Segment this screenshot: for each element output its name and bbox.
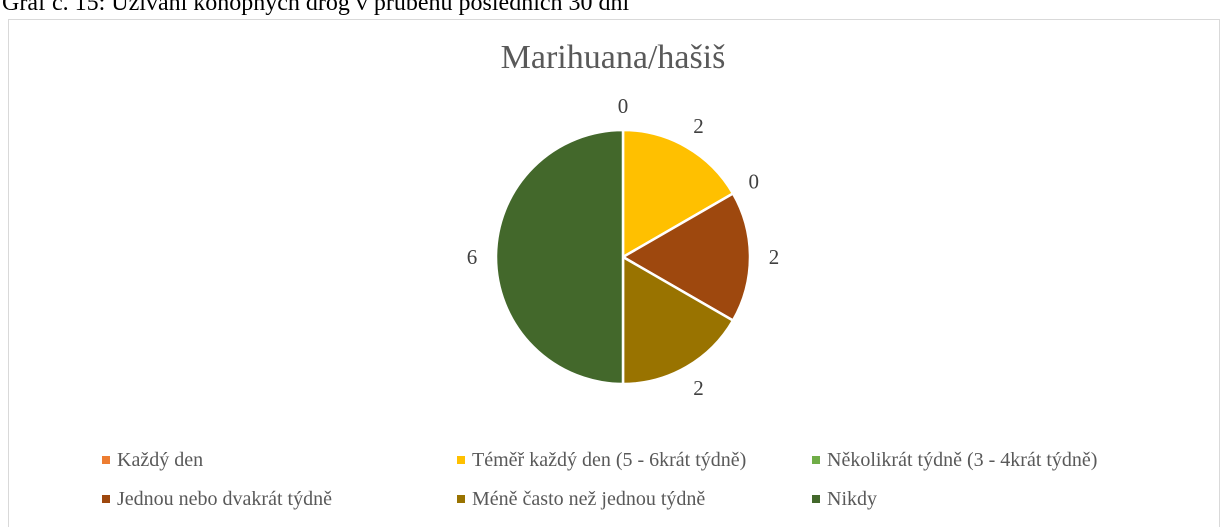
legend-swatch-1 (457, 456, 465, 464)
legend-label-1: Téměř každý den (5 - 6krát týdně) (472, 449, 747, 471)
legend-item-1: Téměř každý den (5 - 6krát týdně) (457, 448, 746, 472)
legend-swatch-2 (812, 456, 820, 464)
document-caption: Graf č. 15: Užívání konopných drog v prů… (2, 0, 630, 16)
legend-item-3: Jednou nebo dvakrát týdně (102, 487, 332, 511)
legend-label-0: Každý den (117, 449, 204, 471)
pie-slice-1 (621, 128, 735, 259)
legend-label-3: Jednou nebo dvakrát týdně (117, 488, 332, 510)
chart-title: Marihuana/hašiš (500, 39, 726, 76)
legend-swatch-5 (812, 495, 820, 503)
slice-value-label-1: 2 (693, 114, 704, 138)
legend-item-5: Nikdy (812, 487, 877, 511)
legend-label-4: Méně často než jednou týdně (472, 488, 706, 510)
legend-swatch-4 (457, 495, 465, 503)
slice-value-label-2: 0 (749, 170, 760, 194)
pie-slice-3 (621, 192, 752, 322)
slice-value-label-0: 0 (618, 94, 629, 118)
legend-item-2: Několikrát týdně (3 - 4krát týdně) (812, 448, 1097, 472)
legend-item-4: Méně často než jednou týdně (457, 487, 705, 511)
legend-swatch-0 (102, 456, 110, 464)
legend-label-5: Nikdy (827, 488, 877, 510)
slice-value-label-5: 6 (467, 245, 478, 269)
legend-swatch-3 (102, 495, 110, 503)
pie-slice-5 (494, 128, 625, 386)
legend-item-0: Každý den (102, 448, 203, 472)
slice-value-label-4: 2 (693, 376, 704, 400)
slice-value-label-3: 2 (769, 245, 780, 269)
legend-label-2: Několikrát týdně (3 - 4krát týdně) (827, 449, 1098, 471)
pie-slice-4 (621, 255, 735, 386)
